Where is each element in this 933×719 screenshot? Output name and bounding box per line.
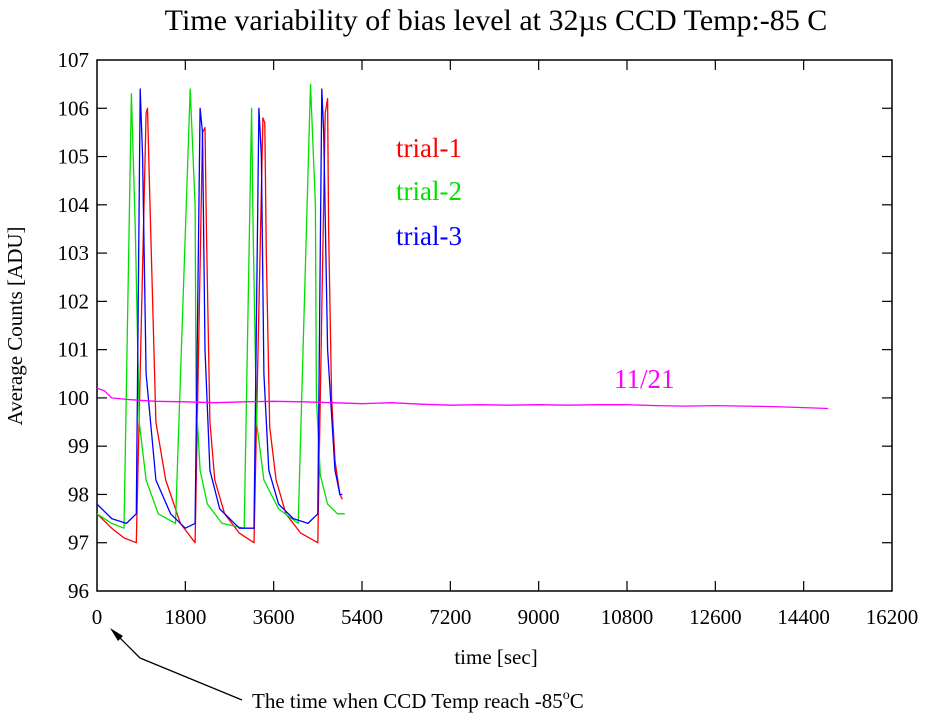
y-tick-label: 105 — [58, 145, 90, 169]
y-tick-label: 106 — [58, 96, 90, 120]
series-trial-2-line — [96, 83, 345, 529]
y-tick-label: 100 — [58, 386, 90, 410]
chart-title: Time variability of bias level at 32µs C… — [165, 4, 828, 37]
plot-frame — [96, 59, 893, 592]
series-trial-3-line — [96, 88, 343, 529]
y-tick-label: 97 — [68, 531, 89, 555]
axis-ticks: 0 1800 3600 5400 7200 9000 10800 12600 14400 1620… — [58, 48, 919, 629]
annotation-text: The time when CCD Temp reach -85 — [252, 689, 563, 713]
y-tick-label: 107 — [58, 48, 90, 72]
y-tick-label: 103 — [58, 241, 90, 265]
x-axis-label: time [sec] — [454, 645, 537, 669]
reach-temp-annotation: The time when CCD Temp reach -85oC — [110, 628, 584, 713]
x-tick-label: 9000 — [518, 605, 560, 629]
y-tick-label: 96 — [68, 579, 89, 603]
x-tick-label: 5400 — [341, 605, 383, 629]
x-tick-label: 3600 — [253, 605, 295, 629]
y-axis-label: Average Counts [ADU] — [3, 226, 27, 425]
legend-trial-2: trial-2 — [396, 176, 462, 206]
y-tick-label: 101 — [58, 338, 90, 362]
x-tick-label: 0 — [92, 605, 103, 629]
x-tick-label: 10800 — [601, 605, 654, 629]
annotation-unit: C — [570, 689, 584, 713]
x-tick-label: 14400 — [777, 605, 830, 629]
y-tick-label: 98 — [68, 482, 89, 506]
series-label-11-21: 11/21 — [614, 364, 675, 394]
x-tick-label: 16200 — [866, 605, 919, 629]
x-tick-label: 12600 — [689, 605, 742, 629]
legend-trial-3: trial-3 — [396, 221, 462, 251]
legend-trial-1: trial-1 — [396, 133, 462, 163]
x-tick-label: 7200 — [429, 605, 471, 629]
y-tick-label: 104 — [58, 193, 90, 217]
legend: trial-1 trial-2 trial-3 — [396, 133, 462, 251]
annotation-degree: o — [563, 688, 570, 703]
svg-text:The time when CCD Temp reach -: The time when CCD Temp reach -85oC — [252, 688, 584, 713]
y-tick-label: 102 — [58, 289, 90, 313]
annotation-arrowhead — [110, 628, 123, 641]
x-tick-label: 1800 — [164, 605, 206, 629]
series-11-21-line — [96, 387, 829, 410]
annotation-line — [139, 657, 243, 701]
series-lines — [96, 83, 829, 544]
y-tick-label: 99 — [68, 434, 89, 458]
series-trial-1-line — [96, 97, 343, 544]
